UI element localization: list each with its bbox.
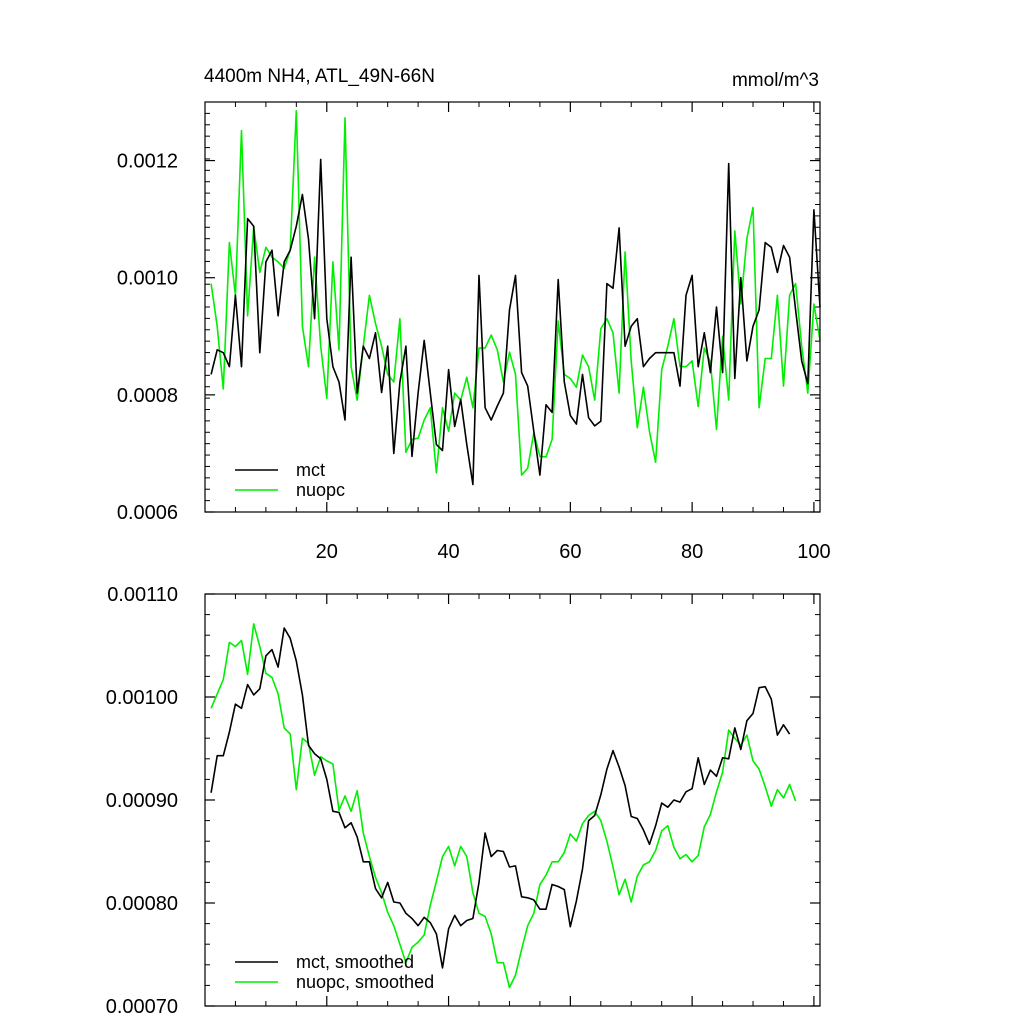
y-tick-label: 0.0006 [117, 502, 178, 524]
units-label: mmol/m^3 [732, 70, 819, 91]
x-tick-label: 40 [437, 541, 459, 563]
y-tick-label: 0.00110 [107, 584, 178, 606]
y-tick-label: 0.0010 [117, 268, 178, 290]
legend-label-nuopc: nuopc [296, 480, 345, 500]
series-line-mct [210, 158, 821, 486]
top-y-tick-labels: 0.0006 0.0008 0.0010 0.0012 [117, 151, 178, 524]
y-tick-label: 0.00100 [106, 687, 178, 709]
y-tick-label: 0.00070 [106, 996, 178, 1018]
bottom-legend: mct, smoothed nuopc, smoothed [235, 952, 434, 992]
y-tick-label: 0.00080 [106, 893, 178, 915]
x-tick-label: 100 [797, 541, 830, 563]
x-tick-label: 20 [316, 541, 338, 563]
chart-title: 4400m NH4, ATL_49N-66N [204, 66, 435, 87]
legend-label-nuopc-smoothed: nuopc, smoothed [296, 972, 434, 992]
bottom-series-lines [210, 623, 797, 989]
x-tick-label: 60 [559, 541, 581, 563]
y-tick-label: 0.0008 [117, 385, 178, 407]
legend-label-mct-smoothed: mct, smoothed [296, 952, 414, 972]
bottom-major-ticks [205, 593, 820, 1007]
top-plot-frame [204, 101, 821, 513]
bottom-chart-panel: 0.00070 0.00080 0.00090 0.00100 0.00110 mct,… [106, 584, 821, 1018]
y-tick-label: 0.0012 [117, 151, 178, 173]
series-line-mct-smoothed [210, 627, 791, 969]
top-x-tick-labels: 20 40 60 80 100 [316, 541, 831, 563]
legend-label-mct: mct [296, 460, 325, 480]
bottom-minor-ticks [205, 594, 820, 1006]
top-legend: mct nuopc [235, 460, 345, 500]
top-chart-panel: 4400m NH4, ATL_49N-66N mmol/m^3 0.00060.… [117, 66, 831, 563]
bottom-plot-frame [204, 593, 821, 1007]
bottom-y-tick-labels: 0.00070 0.00080 0.00090 0.00100 0.00110 [106, 584, 178, 1018]
y-tick-label: 0.00090 [106, 790, 178, 812]
top-series-lines [210, 110, 821, 486]
x-tick-label: 80 [681, 541, 703, 563]
